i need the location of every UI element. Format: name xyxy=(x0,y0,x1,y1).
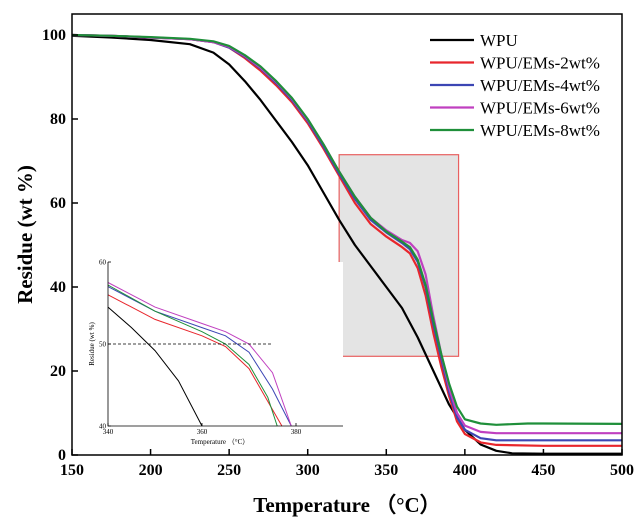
highlight-region xyxy=(338,154,460,357)
legend-label-3: WPU/EMs-6wt% xyxy=(480,99,600,118)
legend-label-2: WPU/EMs-4wt% xyxy=(480,76,600,95)
x-tick-label: 400 xyxy=(453,462,477,479)
y-tick-label: 20 xyxy=(50,363,66,380)
x-tick-label: 200 xyxy=(139,462,163,479)
x-tick-label: 500 xyxy=(610,462,634,479)
inset-series-line-1 xyxy=(107,294,283,427)
y-tick-label: 60 xyxy=(50,195,66,212)
legend: WPU WPU/EMs-2wt% WPU/EMs-4wt% WPU/EMs-6wt% W… xyxy=(430,31,600,140)
inset-series-line-0 xyxy=(107,306,203,427)
legend-label-4: WPU/EMs-8wt% xyxy=(480,121,600,140)
inset-x-tick-label: 360 xyxy=(197,428,208,436)
inset-y-ticks: 40 50 60 xyxy=(99,259,111,431)
main-plot: 150 200 250 300 350 400 450 500 0 20 40 60 80 100 Te… xyxy=(13,13,634,517)
inset-y-tick-label: 60 xyxy=(99,259,107,267)
inset-y-axis-title: Residue (wt %) xyxy=(88,322,96,366)
inset-series-line-3 xyxy=(107,282,292,427)
plot-frame xyxy=(71,13,623,456)
legend-label-0: WPU xyxy=(480,31,518,50)
inset-plot: 340 360 380 40 50 60 Temperature （°C） Residu… xyxy=(88,259,343,446)
x-axis-ticks: 150 200 250 300 350 400 450 500 xyxy=(60,449,634,479)
x-tick-label: 300 xyxy=(296,462,320,479)
x-tick-label: 450 xyxy=(531,462,555,479)
inset-y-tick-label: 50 xyxy=(99,341,107,349)
y-tick-label: 80 xyxy=(50,111,66,128)
x-tick-label: 250 xyxy=(217,462,241,479)
legend-label-1: WPU/EMs-2wt% xyxy=(480,54,600,73)
y-tick-label: 0 xyxy=(58,447,66,464)
y-axis-title: Residue (wt %) xyxy=(13,165,37,304)
inset-x-axis-title: Temperature （°C） xyxy=(191,438,250,446)
inset-x-ticks: 340 360 380 xyxy=(103,423,302,436)
series-line-4 xyxy=(71,33,623,426)
y-tick-label: 40 xyxy=(50,279,66,296)
inset-x-tick-label: 340 xyxy=(103,428,114,436)
inset-x-tick-label: 380 xyxy=(291,428,302,436)
inset-y-tick-label: 40 xyxy=(99,423,107,431)
y-axis-ticks: 0 20 40 60 80 100 xyxy=(42,27,78,464)
x-tick-label: 350 xyxy=(374,462,398,479)
main-series-group xyxy=(71,33,623,455)
x-axis-title: Temperature （°C） xyxy=(253,493,440,517)
x-tick-label: 150 xyxy=(60,462,84,479)
y-tick-label: 100 xyxy=(42,27,66,44)
